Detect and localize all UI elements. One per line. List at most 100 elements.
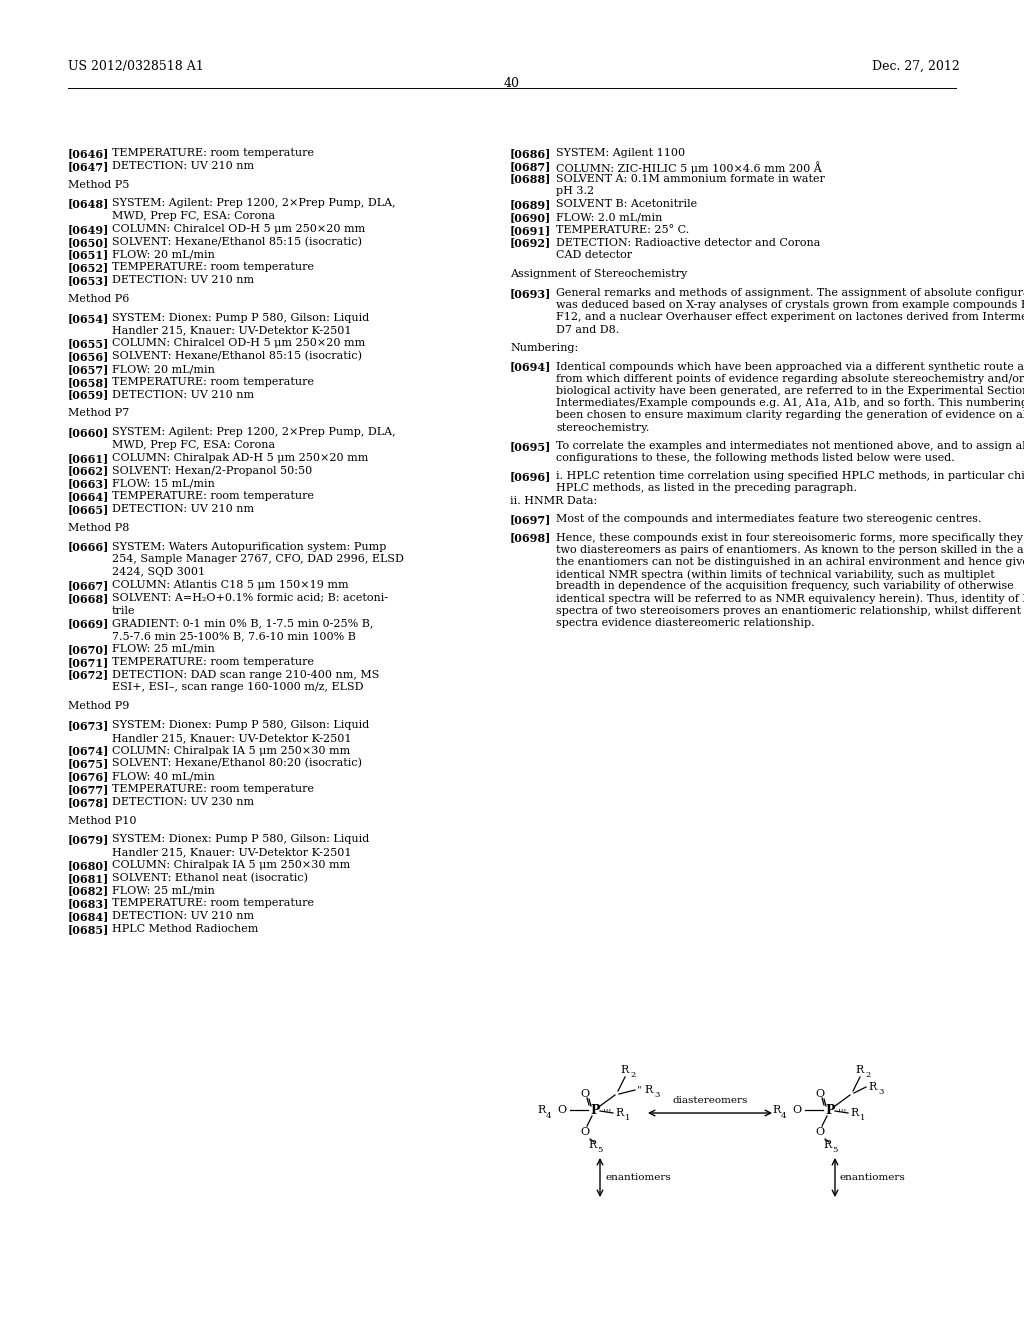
Text: been chosen to ensure maximum clarity regarding the generation of evidence on ab: been chosen to ensure maximum clarity re…	[556, 411, 1024, 420]
Text: R: R	[824, 1140, 833, 1150]
Text: [0677]: [0677]	[68, 784, 110, 795]
Text: DETECTION: UV 210 nm: DETECTION: UV 210 nm	[112, 389, 254, 400]
Text: [0671]: [0671]	[68, 657, 110, 668]
Text: O: O	[581, 1127, 590, 1137]
Text: SOLVENT B: Acetonitrile: SOLVENT B: Acetonitrile	[556, 199, 697, 209]
Text: [0689]: [0689]	[510, 199, 551, 210]
Text: FLOW: 20 mL/min: FLOW: 20 mL/min	[112, 249, 215, 260]
Text: [0697]: [0697]	[510, 515, 551, 525]
Text: FLOW: 2.0 mL/min: FLOW: 2.0 mL/min	[556, 213, 663, 222]
Text: DETECTION: UV 210 nm: DETECTION: UV 210 nm	[112, 161, 254, 170]
Text: TEMPERATURE: room temperature: TEMPERATURE: room temperature	[112, 899, 314, 908]
Text: [0648]: [0648]	[68, 198, 110, 210]
Text: pH 3.2: pH 3.2	[556, 186, 594, 197]
Text: [0696]: [0696]	[510, 471, 551, 482]
Text: US 2012/0328518 A1: US 2012/0328518 A1	[68, 59, 204, 73]
Text: [0654]: [0654]	[68, 313, 110, 323]
Text: identical NMR spectra (within limits of technical variability, such as multiplet: identical NMR spectra (within limits of …	[556, 569, 994, 579]
Text: SOLVENT: A=H₂O+0.1% formic acid; B: acetoni-: SOLVENT: A=H₂O+0.1% formic acid; B: acet…	[112, 593, 388, 603]
Text: [0698]: [0698]	[510, 532, 551, 544]
Text: 2424, SQD 3001: 2424, SQD 3001	[112, 568, 205, 577]
Text: R: R	[644, 1085, 652, 1096]
Text: 2: 2	[865, 1071, 870, 1078]
Text: [0680]: [0680]	[68, 861, 110, 871]
Text: 5: 5	[833, 1146, 838, 1154]
Text: [0667]: [0667]	[68, 579, 110, 591]
Text: SYSTEM: Agilent: Prep 1200, 2×Prep Pump, DLA,: SYSTEM: Agilent: Prep 1200, 2×Prep Pump,…	[112, 428, 395, 437]
Text: [0650]: [0650]	[68, 236, 110, 248]
Text: COLUMN: Chiralcel OD-H 5 μm 250×20 mm: COLUMN: Chiralcel OD-H 5 μm 250×20 mm	[112, 224, 366, 234]
Text: [0691]: [0691]	[510, 224, 551, 236]
Text: SYSTEM: Dionex: Pump P 580, Gilson: Liquid: SYSTEM: Dionex: Pump P 580, Gilson: Liqu…	[112, 719, 370, 730]
Text: [0674]: [0674]	[68, 746, 110, 756]
Text: Numbering:: Numbering:	[510, 343, 579, 352]
Text: General remarks and methods of assignment. The assignment of absolute configurat: General remarks and methods of assignmen…	[556, 288, 1024, 298]
Text: Dec. 27, 2012: Dec. 27, 2012	[872, 59, 961, 73]
Text: SYSTEM: Agilent 1100: SYSTEM: Agilent 1100	[556, 148, 685, 158]
Text: Most of the compounds and intermediates feature two stereogenic centres.: Most of the compounds and intermediates …	[556, 515, 981, 524]
Text: [0683]: [0683]	[68, 899, 110, 909]
Text: COLUMN: Chiralpak IA 5 μm 250×30 mm: COLUMN: Chiralpak IA 5 μm 250×30 mm	[112, 746, 350, 755]
Text: [0663]: [0663]	[68, 478, 110, 490]
Text: [0679]: [0679]	[68, 834, 110, 845]
Text: biological activity have been generated, are referred to in the Experimental Sec: biological activity have been generated,…	[556, 385, 1024, 396]
Text: COLUMN: Chiralpak IA 5 μm 250×30 mm: COLUMN: Chiralpak IA 5 μm 250×30 mm	[112, 861, 350, 870]
Text: Method P6: Method P6	[68, 294, 129, 304]
Text: 2: 2	[631, 1071, 636, 1078]
Text: [0664]: [0664]	[68, 491, 110, 502]
Text: TEMPERATURE: room temperature: TEMPERATURE: room temperature	[112, 491, 314, 502]
Text: Identical compounds which have been approached via a different synthetic route a: Identical compounds which have been appr…	[556, 362, 1024, 372]
Text: stereochemistry.: stereochemistry.	[556, 422, 649, 433]
Text: SOLVENT A: 0.1M ammonium formate in water: SOLVENT A: 0.1M ammonium formate in wate…	[556, 174, 825, 183]
Text: [0662]: [0662]	[68, 466, 110, 477]
Text: [0665]: [0665]	[68, 504, 110, 515]
Text: HPLC methods, as listed in the preceding paragraph.: HPLC methods, as listed in the preceding…	[556, 483, 857, 494]
Text: DETECTION: UV 210 nm: DETECTION: UV 210 nm	[112, 504, 254, 513]
Text: TEMPERATURE: 25° C.: TEMPERATURE: 25° C.	[556, 224, 689, 235]
Text: CAD detector: CAD detector	[556, 251, 632, 260]
Text: O: O	[581, 1089, 590, 1100]
Text: [0661]: [0661]	[68, 453, 110, 463]
Text: [0647]: [0647]	[68, 161, 110, 172]
Text: i. HPLC retention time correlation using specified HPLC methods, in particular c: i. HPLC retention time correlation using…	[556, 471, 1024, 482]
Text: Method P10: Method P10	[68, 816, 136, 825]
Text: Handler 215, Knauer: UV-Detektor K-2501: Handler 215, Knauer: UV-Detektor K-2501	[112, 733, 351, 743]
Text: SYSTEM: Dionex: Pump P 580, Gilson: Liquid: SYSTEM: Dionex: Pump P 580, Gilson: Liqu…	[112, 834, 370, 845]
Text: SOLVENT: Ethanol neat (isocratic): SOLVENT: Ethanol neat (isocratic)	[112, 873, 308, 883]
Text: [0678]: [0678]	[68, 797, 110, 808]
Text: SOLVENT: Hexane/Ethanol 80:20 (isocratic): SOLVENT: Hexane/Ethanol 80:20 (isocratic…	[112, 759, 362, 768]
Text: SYSTEM: Agilent: Prep 1200, 2×Prep Pump, DLA,: SYSTEM: Agilent: Prep 1200, 2×Prep Pump,…	[112, 198, 395, 209]
Text: FLOW: 15 mL/min: FLOW: 15 mL/min	[112, 478, 215, 488]
Text: [0695]: [0695]	[510, 441, 551, 451]
Text: COLUMN: ZIC-HILIC 5 μm 100×4.6 mm 200 Å: COLUMN: ZIC-HILIC 5 μm 100×4.6 mm 200 Å	[556, 161, 821, 174]
Text: [0658]: [0658]	[68, 376, 110, 388]
Text: [0682]: [0682]	[68, 886, 110, 896]
Text: [0651]: [0651]	[68, 249, 110, 260]
Text: TEMPERATURE: room temperature: TEMPERATURE: room temperature	[112, 657, 314, 667]
Text: SOLVENT: Hexane/Ethanol 85:15 (isocratic): SOLVENT: Hexane/Ethanol 85:15 (isocratic…	[112, 236, 362, 247]
Text: [0646]: [0646]	[68, 148, 110, 158]
Text: [0660]: [0660]	[68, 428, 110, 438]
Text: [0688]: [0688]	[510, 174, 551, 185]
Text: P: P	[590, 1104, 600, 1117]
Text: [0676]: [0676]	[68, 771, 110, 783]
Text: Handler 215, Knauer: UV-Detektor K-2501: Handler 215, Knauer: UV-Detektor K-2501	[112, 847, 351, 857]
Text: DETECTION: DAD scan range 210-400 nm, MS: DETECTION: DAD scan range 210-400 nm, MS	[112, 669, 379, 680]
Text: R: R	[589, 1140, 597, 1150]
Text: ii. HNMR Data:: ii. HNMR Data:	[510, 495, 597, 506]
Text: [0672]: [0672]	[68, 669, 110, 681]
Text: [0653]: [0653]	[68, 275, 110, 286]
Text: 4: 4	[545, 1111, 551, 1119]
Text: [0652]: [0652]	[68, 263, 110, 273]
Text: 3: 3	[654, 1092, 659, 1100]
Text: Assignment of Stereochemistry: Assignment of Stereochemistry	[510, 269, 687, 280]
Text: [0693]: [0693]	[510, 288, 551, 300]
Text: R: R	[856, 1065, 864, 1074]
Text: [0684]: [0684]	[68, 911, 110, 923]
Text: MWD, Prep FC, ESA: Corona: MWD, Prep FC, ESA: Corona	[112, 440, 275, 450]
Text: 254, Sample Manager 2767, CFO, DAD 2996, ELSD: 254, Sample Manager 2767, CFO, DAD 2996,…	[112, 554, 403, 565]
Text: configurations to these, the following methods listed below were used.: configurations to these, the following m…	[556, 453, 954, 463]
Text: DETECTION: UV 210 nm: DETECTION: UV 210 nm	[112, 275, 254, 285]
Text: [0692]: [0692]	[510, 238, 551, 248]
Text: P: P	[825, 1104, 835, 1117]
